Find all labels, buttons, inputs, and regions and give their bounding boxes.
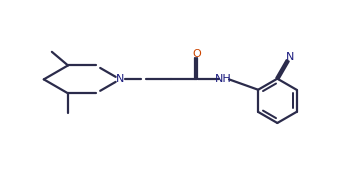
Text: O: O — [193, 49, 202, 59]
Text: N: N — [116, 74, 124, 84]
Text: N: N — [286, 52, 294, 62]
Text: NH: NH — [214, 74, 231, 84]
